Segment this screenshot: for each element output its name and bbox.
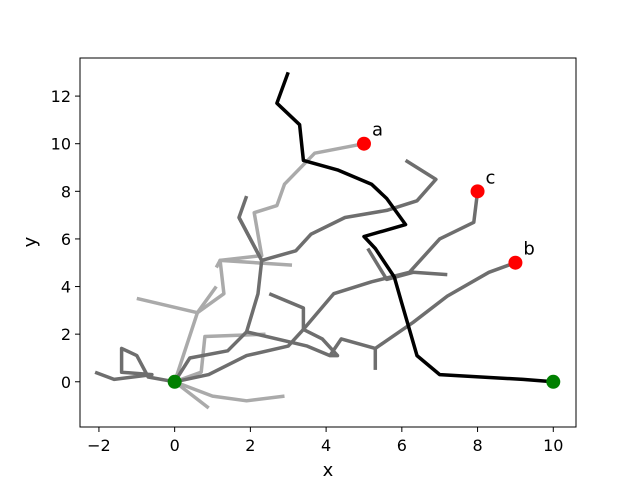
y-tick-label: 4 — [61, 278, 71, 297]
goal-point-b — [508, 255, 523, 270]
y-tick-label: 10 — [51, 135, 71, 154]
x-axis-label: x — [323, 460, 334, 480]
tree-branch-line-12 — [328, 261, 516, 357]
tick-layer: −2 0 2 4 6 8 10 0 2 4 6 8 10 12 — [51, 87, 564, 455]
goal-point-c — [470, 184, 485, 199]
point-layer: a b c — [167, 120, 561, 389]
start-point-0 — [167, 374, 182, 389]
point-label-b: b — [523, 239, 534, 260]
y-axis-label: y — [20, 236, 41, 247]
plot-frame — [79, 57, 577, 428]
point-label-a: a — [372, 120, 383, 141]
y-tick-label: 12 — [51, 87, 71, 106]
tree-branch-line-3 — [136, 285, 218, 315]
x-tick-label: 2 — [245, 436, 255, 455]
tree-branch-line-7 — [173, 292, 340, 383]
point-label-c: c — [486, 167, 496, 188]
tree-branch-line-0 — [173, 141, 365, 383]
tree-branch-line-11 — [94, 346, 176, 384]
x-tick-label: −2 — [87, 436, 111, 455]
x-tick-label: 8 — [472, 436, 482, 455]
tree-branch-line-6 — [174, 191, 480, 384]
tree-branch-line-4 — [214, 258, 293, 269]
y-tick-label: 8 — [61, 182, 71, 201]
x-tick-label: 10 — [543, 436, 563, 455]
tree-branch-line-5 — [173, 380, 210, 410]
y-tick-label: 2 — [61, 325, 71, 344]
y-tick-label: 6 — [61, 230, 71, 249]
x-tick-label: 0 — [170, 436, 180, 455]
tree-branch-line-1 — [174, 380, 285, 403]
y-tick-label: 0 — [61, 373, 71, 392]
x-tick-label: 4 — [321, 436, 331, 455]
goal-point-a — [356, 136, 371, 151]
series-layer — [94, 71, 554, 410]
main-path-line — [275, 71, 554, 384]
tree-branch-line-9 — [237, 158, 438, 263]
start-point-1 — [546, 374, 561, 389]
x-tick-label: 6 — [397, 436, 407, 455]
tree-branch-line-10 — [366, 247, 448, 282]
